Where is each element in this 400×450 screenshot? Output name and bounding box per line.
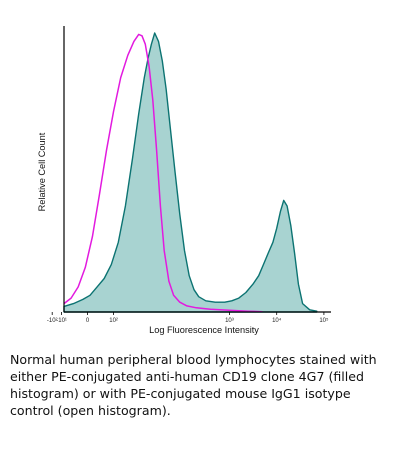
x-axis-title: Log Fluorescence Intensity [149, 325, 259, 335]
x-tick-label: 10³ [225, 318, 234, 324]
x-axis-ticks: -10²-10¹ 0 10² 10³ 10⁴ 10⁵ [47, 312, 329, 324]
x-tick-label: 10² [109, 318, 118, 324]
open-histogram [63, 33, 263, 313]
flow-cytometry-histogram: -10²-10¹ 0 10² 10³ 10⁴ 10⁵ Log Fluorescence I… [37, 26, 331, 335]
y-axis-title: Relative Cell Count [37, 132, 47, 211]
x-tick-label: 10⁴ [272, 317, 282, 324]
x-tick-label: -10² [47, 318, 58, 324]
filled-histogram [63, 32, 318, 313]
plot-area [63, 32, 318, 313]
x-tick-label: 10⁵ [319, 317, 329, 324]
x-tick-label: -10¹ [56, 318, 67, 324]
x-tick-label: 0 [86, 318, 90, 324]
figure-caption: Normal human peripheral blood lymphocyte… [10, 352, 377, 418]
